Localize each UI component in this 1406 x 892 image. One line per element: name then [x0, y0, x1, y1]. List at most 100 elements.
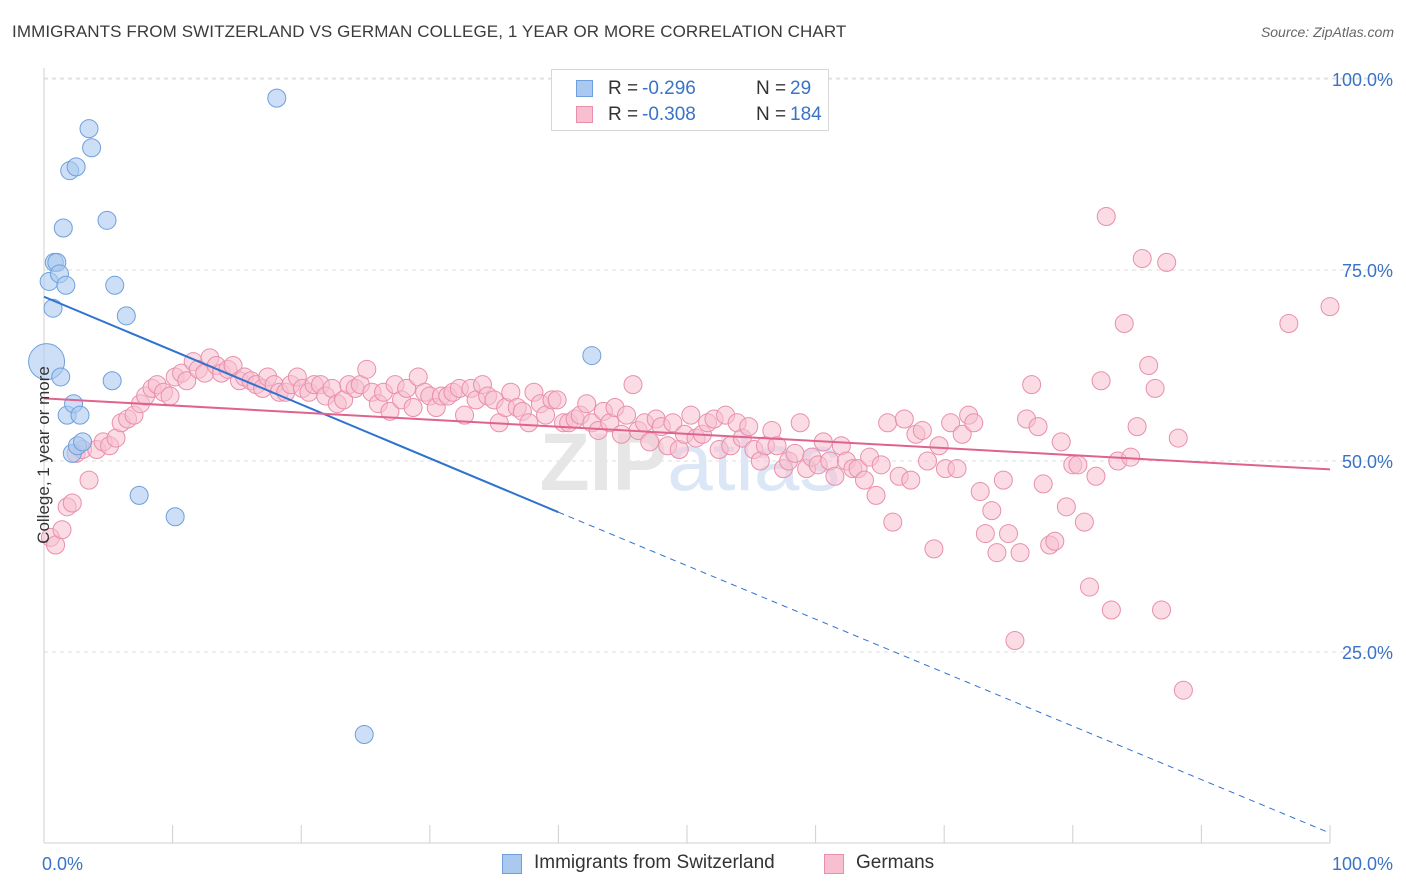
germans-point	[871, 455, 891, 475]
swiss-swatch	[576, 80, 593, 97]
germans-point	[947, 459, 967, 479]
germans-series	[40, 207, 1340, 700]
germans-swatch	[824, 854, 844, 874]
germans-point	[62, 493, 82, 513]
germans-point	[611, 424, 631, 444]
germans-point	[912, 420, 932, 440]
germans-point	[929, 436, 949, 456]
swiss-point	[129, 485, 149, 505]
germans-point	[1139, 356, 1159, 375]
germans-point	[357, 359, 377, 379]
swiss-point	[53, 218, 73, 238]
swiss-point	[165, 507, 185, 527]
germans-point	[964, 413, 984, 433]
germans-point	[917, 451, 937, 471]
swiss-point	[267, 88, 287, 108]
swiss-point	[354, 725, 374, 745]
germans-point	[1091, 371, 1111, 391]
germans-point	[1080, 577, 1100, 597]
germans-point	[1173, 680, 1193, 700]
legend-label: Immigrants from Switzerland	[534, 852, 775, 873]
source-credit: Source: ZipAtlas.com	[1260, 24, 1394, 40]
correlation-legend: R = -0.296 N = 29 R = -0.308 N = 184	[551, 69, 829, 131]
germans-point	[1033, 474, 1053, 494]
germans-point	[825, 466, 845, 486]
germans-point	[640, 432, 660, 452]
germans-point	[987, 543, 1007, 563]
germans-point	[1068, 455, 1088, 475]
germans-point	[952, 424, 972, 444]
germans-point	[739, 417, 759, 437]
n-value: 29	[790, 78, 812, 99]
germans-swatch	[576, 106, 593, 123]
germans-point	[1320, 297, 1340, 317]
swiss-swatch	[502, 854, 522, 874]
trend-lines	[43, 295, 1331, 834]
germans-point	[1074, 512, 1094, 532]
germans-point	[1132, 249, 1152, 269]
germans-point	[1028, 417, 1048, 437]
germans-point	[455, 405, 475, 425]
germans-point	[1145, 378, 1165, 398]
y-tick-label: 25.0%	[1342, 643, 1393, 663]
germans-point	[1010, 543, 1030, 563]
germans-point	[577, 394, 597, 414]
n-label: N =	[756, 104, 787, 125]
swiss-point	[70, 405, 90, 425]
germans-point	[403, 398, 423, 418]
swiss-point	[102, 371, 122, 391]
germans-point	[177, 371, 197, 391]
germans-point	[999, 524, 1018, 544]
germans-point	[1101, 600, 1121, 620]
swiss-trend-line	[43, 295, 559, 514]
y-tick-label: 50.0%	[1342, 452, 1393, 472]
swiss-point	[582, 346, 602, 366]
germans-point	[1022, 375, 1042, 395]
swiss-point	[82, 138, 102, 158]
germans-point	[397, 378, 417, 398]
swiss-point	[66, 157, 86, 177]
germans-point	[623, 375, 643, 395]
tick-labels: 25.0% 50.0% 75.0% 100.0% 0.0% 100.0%	[42, 70, 1393, 874]
germans-point	[1005, 631, 1025, 651]
swiss-point	[73, 432, 93, 452]
r-value: -0.308	[642, 104, 696, 125]
germans-point	[901, 470, 921, 490]
germans-point	[854, 470, 874, 490]
swiss-series	[28, 88, 602, 745]
germans-point	[924, 539, 944, 559]
germans-point	[767, 436, 787, 456]
r-label: R =	[608, 104, 639, 125]
swiss-point	[51, 367, 71, 387]
swiss-point	[116, 306, 136, 326]
germans-point	[160, 386, 180, 406]
germans-point	[380, 401, 400, 421]
germans-point	[663, 413, 683, 433]
swiss-point	[43, 298, 63, 318]
germans-point	[982, 501, 1002, 521]
germans-point	[970, 482, 990, 502]
legend-label: Germans	[856, 852, 935, 873]
x-tick-label: 0.0%	[42, 854, 83, 874]
germans-point	[1114, 313, 1134, 333]
germans-point	[993, 470, 1013, 490]
germans-point	[894, 409, 914, 429]
swiss-trend-extension	[558, 511, 1331, 834]
swiss-point	[79, 119, 99, 139]
germans-point	[79, 470, 99, 490]
germans-point	[1045, 531, 1065, 551]
germans-point	[617, 405, 637, 425]
germans-point	[519, 413, 539, 433]
germans-point	[975, 524, 995, 544]
germans-point	[883, 512, 903, 532]
germans-point	[1127, 417, 1147, 437]
germans-point	[1152, 600, 1172, 620]
y-axis-label: College, 1 year or more	[34, 366, 53, 544]
y-tick-label: 100.0%	[1332, 70, 1393, 90]
germans-point	[790, 413, 810, 433]
germans-point	[547, 390, 567, 410]
x-tick-label: 100.0%	[1332, 854, 1393, 874]
germans-point	[1086, 466, 1106, 486]
germans-point	[1056, 497, 1076, 517]
